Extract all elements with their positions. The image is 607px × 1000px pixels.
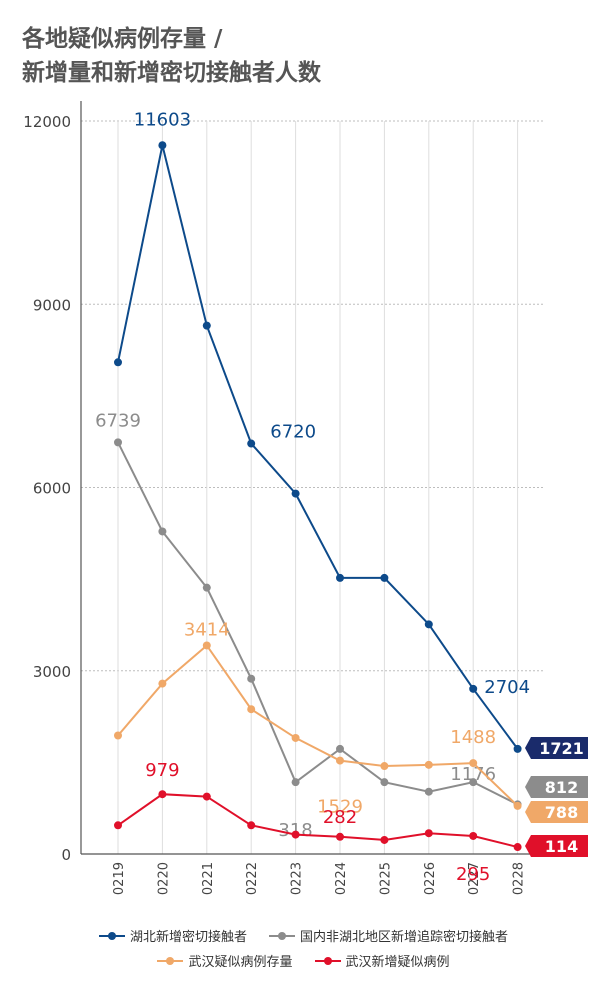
data-point (291, 733, 300, 742)
x-tick-label: 0222 (245, 862, 260, 895)
data-point (247, 674, 256, 683)
end-badge (525, 801, 588, 823)
data-label: 6720 (270, 422, 316, 443)
x-tick-label: 0228 (512, 862, 527, 895)
data-point (202, 321, 211, 330)
end-badge-label: 812 (545, 778, 578, 797)
data-label: 11603 (134, 109, 191, 130)
data-point (158, 790, 167, 799)
data-point (247, 705, 256, 714)
data-point (291, 778, 300, 787)
data-label: 282 (323, 807, 357, 828)
data-point (424, 829, 433, 838)
data-point (336, 573, 344, 582)
data-point (158, 679, 167, 688)
y-tick-label: 12000 (23, 113, 71, 131)
data-point (114, 358, 122, 367)
data-point (336, 832, 344, 841)
data-point (380, 573, 389, 582)
end-badge (525, 737, 588, 759)
legend-swatch-wuhan-new-suspected (314, 956, 341, 966)
x-tick-label: 0220 (156, 862, 171, 895)
data-point (114, 438, 122, 447)
data-label: 979 (145, 760, 179, 781)
legend-item-nonhubei-contacts: 国内非湖北地区新增追踪密切接触者 (269, 926, 508, 945)
data-point (291, 830, 300, 839)
data-point (336, 744, 344, 753)
legend-item-hubei-contacts: 湖北新增密切接触者 (98, 926, 247, 945)
y-tick-label: 9000 (33, 296, 71, 314)
legend-label-wuhan-new-suspected: 武汉新增疑似病例 (345, 955, 450, 970)
legend-item-wuhan-new-suspected: 武汉新增疑似病例 (314, 951, 450, 970)
data-point (424, 760, 433, 769)
legend-swatch-nonhubei-contacts (269, 931, 295, 941)
data-label: 295 (456, 864, 490, 885)
x-tick-label: 0225 (378, 862, 393, 895)
x-tick-label: 0224 (334, 862, 349, 895)
legend-label-wuhan-suspected-stock: 武汉疑似病例存量 (188, 955, 293, 970)
data-point (513, 744, 522, 753)
y-tick-label: 0 (61, 846, 71, 864)
data-point (469, 684, 478, 693)
chart-legend: 湖北新增密切接触者 国内非湖北地区新增追踪密切接触者 武汉疑似病例存量 武汉新增… (0, 926, 607, 976)
end-badge-label: 1721 (539, 739, 584, 758)
chart-title-line-2: 新增量和新增密切接触者人数 (22, 60, 321, 86)
line-chart: 0 3000 6000 9000 12000 0219 0220 0221 0222 0223 02… (23, 101, 588, 895)
legend-item-wuhan-suspected-stock: 武汉疑似病例存量 (157, 951, 293, 970)
legend-swatch-hubei-contacts (98, 931, 125, 941)
x-tick-label: 0221 (201, 862, 216, 895)
x-tick-label: 0223 (290, 862, 305, 895)
legend-label-hubei-contacts: 湖北新增密切接触者 (129, 930, 247, 945)
data-point (469, 778, 478, 787)
data-point (380, 778, 389, 787)
y-tick-label: 3000 (33, 663, 71, 681)
data-point (469, 759, 478, 768)
end-badge (525, 776, 588, 798)
chart-title: 各地疑似病例存量 / 新增量和新增密切接触者人数 (22, 22, 321, 90)
x-tick-label: 0227 (467, 862, 482, 895)
end-badge-label: 788 (545, 803, 578, 822)
data-point (247, 439, 256, 448)
series-line-0 (117, 145, 519, 750)
data-label: 3414 (184, 619, 230, 640)
data-point (291, 489, 300, 498)
legend-row-2: 武汉疑似病例存量 武汉新增疑似病例 (0, 951, 607, 970)
data-point (202, 583, 211, 592)
series-line-2 (117, 643, 519, 807)
end-badge (525, 835, 588, 857)
data-point (380, 835, 389, 844)
legend-label-nonhubei-contacts: 国内非湖北地区新增追踪密切接触者 (300, 930, 509, 945)
x-tick-label: 0219 (112, 862, 127, 895)
series-line-3 (117, 793, 518, 849)
data-label: 1529 (317, 797, 363, 818)
data-point (202, 641, 211, 650)
data-label: 1488 (450, 727, 496, 748)
data-point (513, 801, 522, 810)
data-point (158, 527, 167, 536)
data-point (202, 792, 211, 801)
data-point (336, 756, 344, 765)
data-point (380, 762, 389, 771)
data-label: 2704 (484, 677, 530, 698)
data-point (424, 620, 433, 629)
legend-swatch-wuhan-suspected-stock (157, 956, 184, 966)
data-point (469, 831, 478, 840)
data-point (158, 141, 167, 150)
data-point (114, 731, 122, 740)
data-label: 6739 (95, 410, 141, 431)
chart-title-line-1: 各地疑似病例存量 / (22, 26, 223, 52)
data-label: 1176 (450, 764, 496, 785)
end-badge-label: 114 (545, 837, 578, 856)
y-tick-label: 6000 (33, 480, 71, 498)
data-point (114, 821, 122, 830)
series-line-1 (117, 441, 519, 806)
x-tick-label: 0226 (423, 862, 438, 895)
legend-row-1: 湖北新增密切接触者 国内非湖北地区新增追踪密切接触者 (0, 926, 607, 945)
data-point (424, 787, 433, 796)
data-point (513, 843, 522, 852)
data-point (247, 821, 256, 830)
